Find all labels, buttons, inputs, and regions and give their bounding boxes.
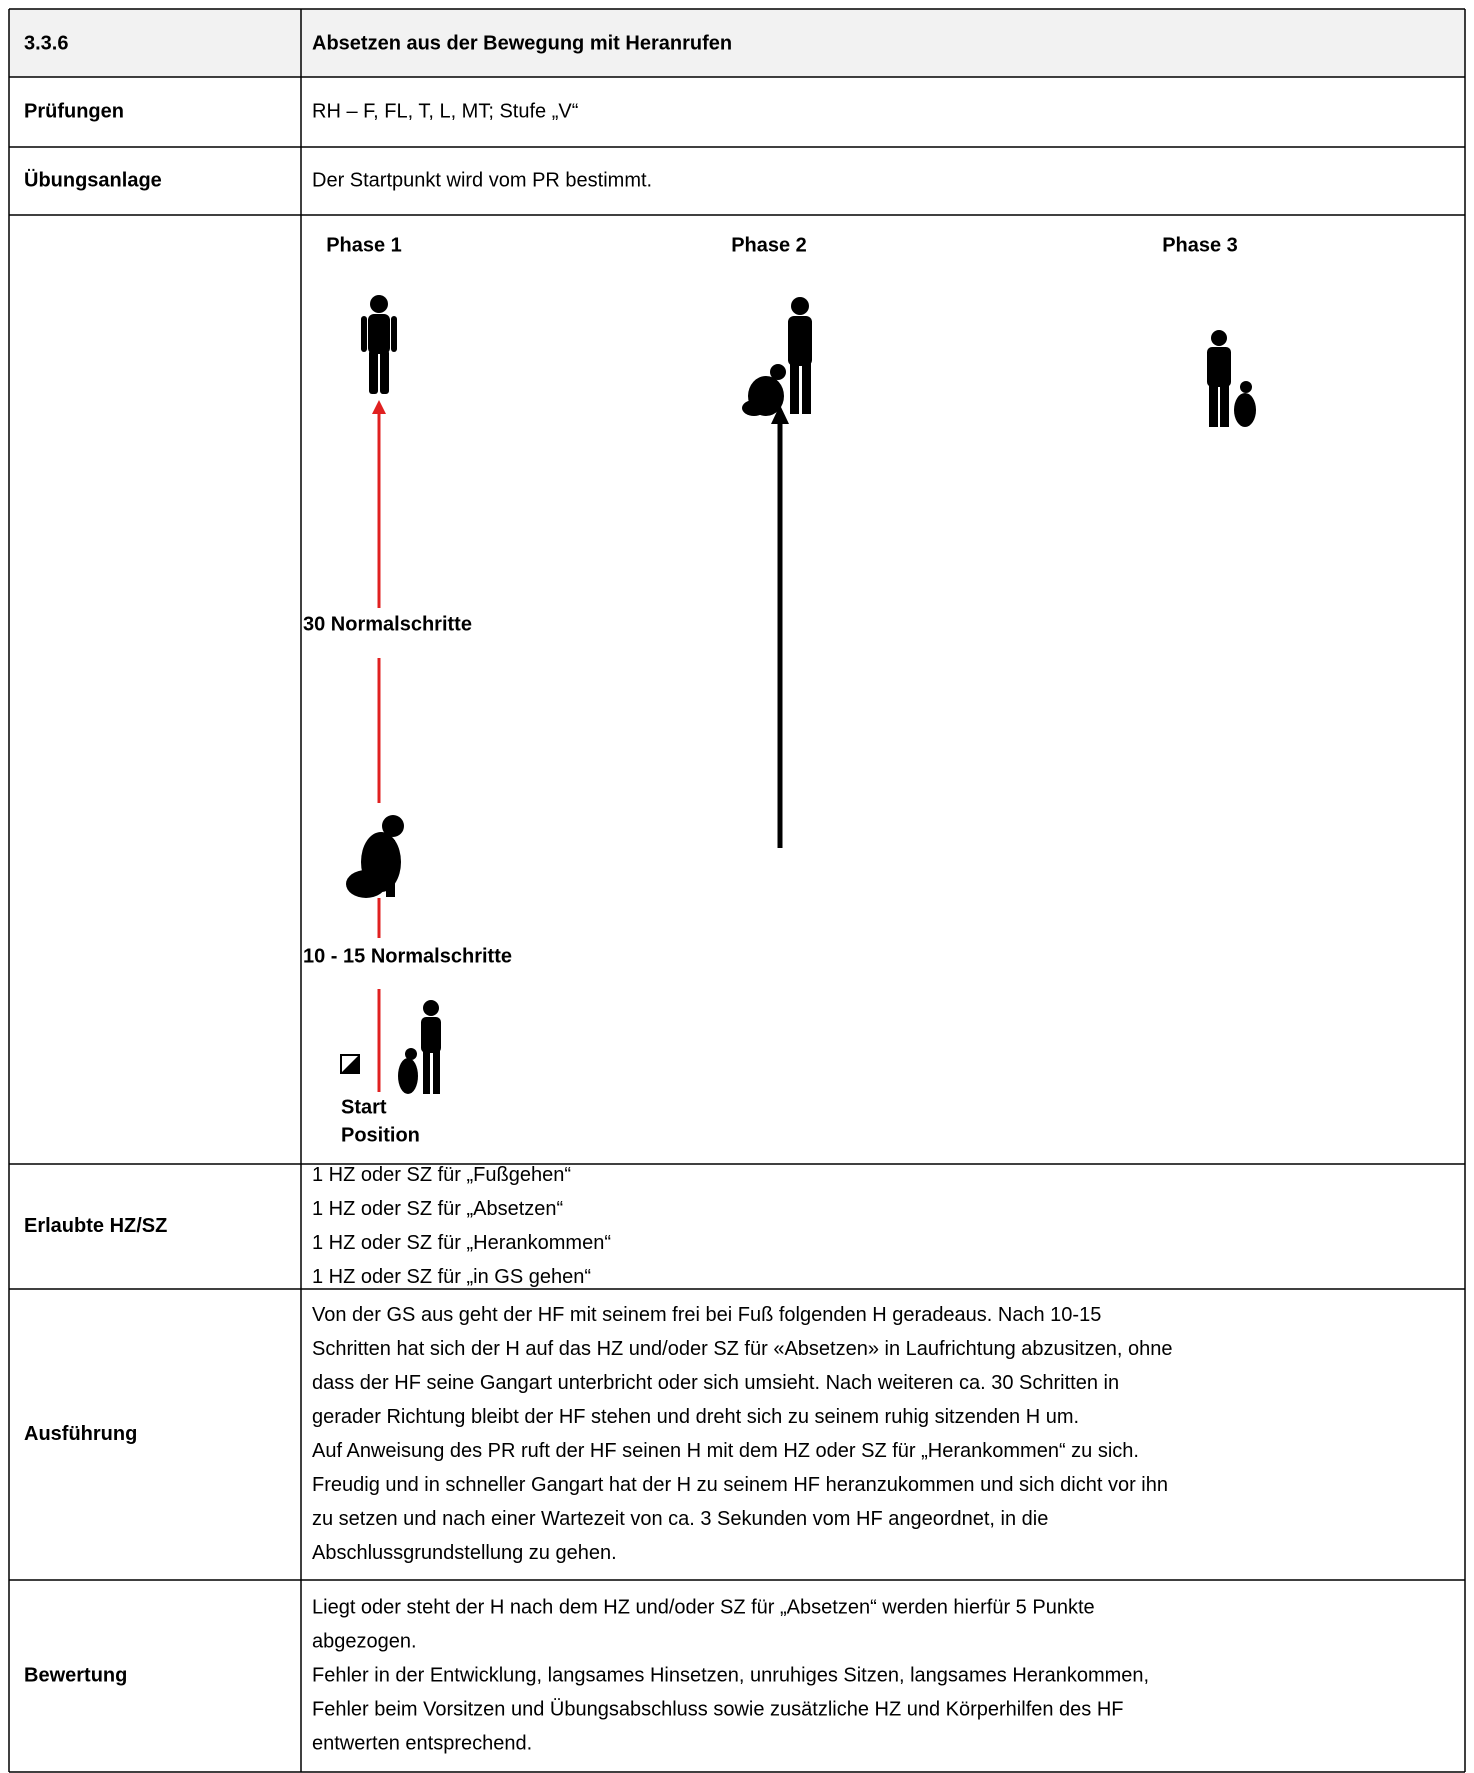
row-label: Erlaubte HZ/SZ — [24, 1215, 167, 1237]
row-text: abgezogen. — [312, 1630, 417, 1652]
row-text: Auf Anweisung des PR ruft der HF seinen … — [312, 1440, 1139, 1462]
row-text: zu setzen und nach einer Wartezeit von c… — [312, 1508, 1048, 1530]
phase-label: Phase 1 — [326, 234, 402, 256]
start-flag — [340, 1054, 360, 1074]
start-label: Position — [341, 1124, 420, 1146]
dog-icon — [346, 815, 404, 898]
row-text: Freudig und in schneller Gangart hat der… — [312, 1474, 1168, 1496]
red-arrow-head — [372, 400, 386, 414]
row-text: 1 HZ oder SZ für „in GS gehen“ — [312, 1266, 591, 1288]
row-text: Fehler beim Vorsitzen und Übungsabschlus… — [312, 1698, 1124, 1720]
distance-label: 30 Normalschritte — [303, 613, 472, 635]
row-text: Schritten hat sich der H auf das HZ und/… — [312, 1338, 1173, 1360]
row-text: RH – F, FL, T, L, MT; Stufe „V“ — [312, 100, 578, 122]
distance-label: 10 - 15 Normalschritte — [303, 945, 512, 967]
row-text: Der Startpunkt wird vom PR bestimmt. — [312, 169, 652, 191]
diagram — [340, 295, 1256, 1094]
row-label: Prüfungen — [24, 100, 124, 122]
row-text: Liegt oder steht der H nach dem HZ und/o… — [312, 1596, 1095, 1618]
phase-label: Phase 2 — [731, 234, 807, 256]
row-label: Übungsanlage — [24, 168, 162, 191]
row-text: Fehler in der Entwicklung, langsames Hin… — [312, 1664, 1149, 1686]
person-dog-icon — [1207, 330, 1256, 427]
row-label: Ausführung — [24, 1423, 137, 1445]
black-arrow-head — [771, 405, 789, 424]
row-text: 1 HZ oder SZ für „Absetzen“ — [312, 1198, 563, 1220]
phase-label: Phase 3 — [1162, 234, 1238, 256]
row-text: dass der HF seine Gangart unterbricht od… — [312, 1372, 1119, 1394]
header-background — [9, 9, 1465, 77]
row-text: 1 HZ oder SZ für „Herankommen“ — [312, 1232, 611, 1254]
person-icon — [361, 295, 397, 394]
row-label: Bewertung — [24, 1664, 127, 1686]
row-text: Von der GS aus geht der HF mit seinem fr… — [312, 1304, 1101, 1326]
section-title: Absetzen aus der Bewegung mit Heranrufen — [312, 32, 732, 54]
start-label: Start — [341, 1096, 387, 1118]
row-text: gerader Richtung bleibt der HF stehen un… — [312, 1406, 1079, 1428]
section-number: 3.3.6 — [24, 32, 68, 54]
person-dog-icon — [742, 297, 812, 416]
row-text: Abschlussgrundstellung zu gehen. — [312, 1542, 617, 1564]
person-dog-icon — [398, 1000, 441, 1094]
row-text: entwerten entsprechend. — [312, 1732, 532, 1754]
row-text: 1 HZ oder SZ für „Fußgehen“ — [312, 1164, 571, 1186]
